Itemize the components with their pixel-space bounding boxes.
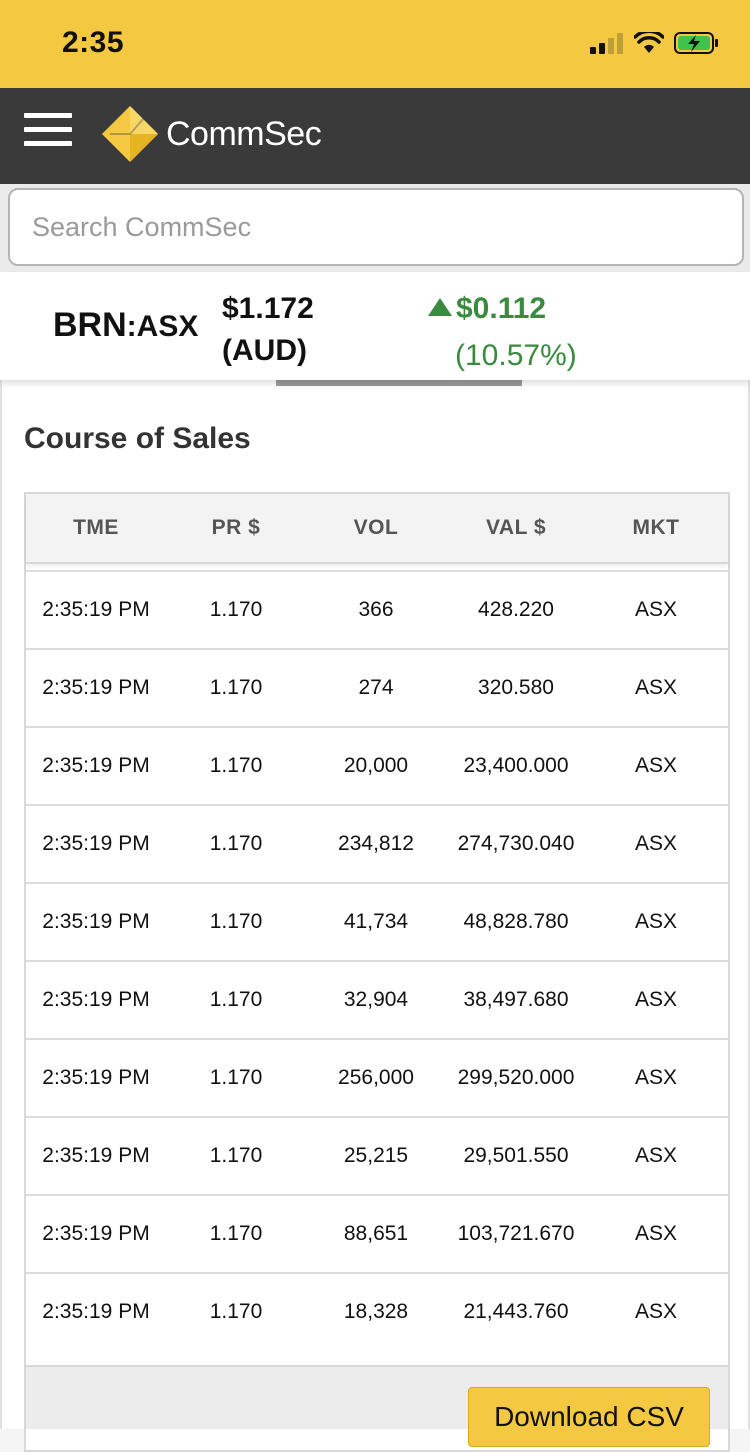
- section-title: Course of Sales: [24, 422, 251, 455]
- cell-time: 2:35:19 PM: [42, 598, 150, 621]
- price-change: $0.112 (10.57%): [428, 288, 577, 377]
- table-row: 2:35:19 PM 1.170 274 320.580 ASX: [26, 648, 728, 726]
- table-row: 2:35:19 PM 1.170 41,734 48,828.780 ASX: [26, 882, 728, 960]
- stock-code: BRN:ASX: [53, 306, 198, 345]
- cell-time: 2:35:19 PM: [42, 988, 150, 1011]
- cell-market: ASX: [634, 988, 678, 1011]
- cell-time: 2:35:19 PM: [42, 1222, 150, 1245]
- signal-icon: [590, 32, 624, 59]
- change-value: $0.112: [456, 292, 547, 325]
- column-header-price[interactable]: PR $: [211, 516, 261, 539]
- battery-charging-icon: [674, 31, 720, 60]
- cell-price: 1.170: [209, 676, 263, 699]
- status-bar: 2:35: [0, 0, 750, 88]
- table-row: 2:35:19 PM 1.170 25,215 29,501.550 ASX: [26, 1116, 728, 1194]
- table-header: TME PR $ VOL VAL $ MKT: [26, 494, 728, 564]
- active-tab-indicator: [276, 380, 522, 386]
- cell-market: ASX: [634, 1066, 678, 1089]
- cell-time: 2:35:19 PM: [42, 1066, 150, 1089]
- cell-volume: 366: [358, 598, 394, 621]
- table-row: 2:35:19 PM 1.170 88,651 103,721.670 ASX: [26, 1194, 728, 1272]
- cell-market: ASX: [634, 1222, 678, 1245]
- cell-volume: 274: [358, 676, 394, 699]
- cell-value: 299,520.000: [457, 1066, 575, 1089]
- cell-market: ASX: [634, 598, 678, 621]
- table-row: 2:35:19 PM 1.170 256,000 299,520.000 ASX: [26, 1038, 728, 1116]
- cell-volume: 18,328: [343, 1300, 409, 1323]
- cell-value: 428.220: [478, 598, 554, 621]
- cell-market: ASX: [634, 754, 678, 777]
- cell-value: 274,730.040: [457, 832, 575, 855]
- wifi-icon: [633, 29, 665, 59]
- download-csv-button[interactable]: Download CSV: [468, 1387, 710, 1447]
- cell-market: ASX: [634, 910, 678, 933]
- table-row: 2:35:19 PM 1.170 20,000 23,400.000 ASX: [26, 726, 728, 804]
- stock-exchange: :ASX: [126, 310, 199, 343]
- cell-time: 2:35:19 PM: [42, 1144, 150, 1167]
- column-header-volume[interactable]: VOL: [353, 516, 399, 539]
- cell-price: 1.170: [209, 988, 263, 1011]
- status-icons: [590, 29, 720, 60]
- column-header-time[interactable]: TME: [73, 516, 119, 539]
- cell-volume: 41,734: [343, 910, 409, 933]
- cell-time: 2:35:19 PM: [42, 754, 150, 777]
- cell-value: 23,400.000: [463, 754, 569, 777]
- cell-price: 1.170: [209, 910, 263, 933]
- commsec-logo[interactable]: CommSec: [100, 102, 322, 166]
- cell-price: 1.170: [209, 598, 263, 621]
- cell-market: ASX: [634, 676, 678, 699]
- column-header-market[interactable]: MKT: [632, 516, 680, 539]
- price-value: $1.172: [222, 292, 314, 325]
- brand-name: CommSec: [166, 114, 322, 153]
- table-row: 2:35:19 PM 1.170 234,812 274,730.040 ASX: [26, 804, 728, 882]
- cell-value: 38,497.680: [463, 988, 569, 1011]
- search-input[interactable]: [8, 188, 744, 266]
- cell-time: 2:35:19 PM: [42, 910, 150, 933]
- cell-time: 2:35:19 PM: [42, 832, 150, 855]
- quote-bar: BRN:ASX $1.172 (AUD) $0.112 (10.57%): [0, 272, 750, 380]
- cell-price: 1.170: [209, 1066, 263, 1089]
- table-row: 2:35:19 PM 1.170 366 428.220 ASX: [26, 570, 728, 648]
- cell-value: 103,721.670: [457, 1222, 575, 1245]
- column-header-value[interactable]: VAL $: [485, 516, 547, 539]
- diamond-logo-icon: [102, 106, 158, 162]
- up-arrow-icon: [428, 298, 452, 316]
- cell-volume: 88,651: [343, 1222, 409, 1245]
- cell-time: 2:35:19 PM: [42, 1300, 150, 1323]
- cell-price: 1.170: [209, 754, 263, 777]
- change-percent: (10.57%): [455, 339, 577, 372]
- table-body: 2:35:19 PM 1.170 366 428.220 ASX 2:35:19…: [26, 570, 728, 1350]
- cell-value: 21,443.760: [463, 1300, 569, 1323]
- cell-market: ASX: [634, 1144, 678, 1167]
- hamburger-menu-icon[interactable]: [24, 113, 72, 157]
- cell-value: 48,828.780: [463, 910, 569, 933]
- cell-price: 1.170: [209, 1300, 263, 1323]
- search-bar: [0, 184, 750, 272]
- cell-volume: 234,812: [338, 832, 414, 855]
- cell-market: ASX: [634, 832, 678, 855]
- cell-price: 1.170: [209, 832, 263, 855]
- status-time: 2:35: [62, 26, 125, 59]
- app-header: CommSec: [0, 88, 750, 184]
- price-currency: (AUD): [222, 334, 307, 367]
- cell-volume: 20,000: [343, 754, 409, 777]
- cell-volume: 256,000: [338, 1066, 414, 1089]
- stock-price: $1.172 (AUD): [222, 288, 314, 372]
- stock-symbol: BRN: [53, 306, 127, 344]
- cell-time: 2:35:19 PM: [42, 676, 150, 699]
- table-row: 2:35:19 PM 1.170 32,904 38,497.680 ASX: [26, 960, 728, 1038]
- cell-price: 1.170: [209, 1144, 263, 1167]
- cell-value: 320.580: [478, 676, 554, 699]
- cell-price: 1.170: [209, 1222, 263, 1245]
- cell-value: 29,501.550: [463, 1144, 569, 1167]
- course-of-sales-table: TME PR $ VOL VAL $ MKT 2:35:19 PM 1.170 …: [24, 492, 730, 1452]
- table-footer: Download CSV: [24, 1365, 730, 1447]
- course-of-sales-panel: Course of Sales TME PR $ VOL VAL $ MKT 2…: [0, 380, 750, 1452]
- cell-volume: 32,904: [343, 988, 409, 1011]
- cell-volume: 25,215: [343, 1144, 409, 1167]
- table-row: 2:35:19 PM 1.170 18,328 21,443.760 ASX: [26, 1272, 728, 1350]
- cell-market: ASX: [634, 1300, 678, 1323]
